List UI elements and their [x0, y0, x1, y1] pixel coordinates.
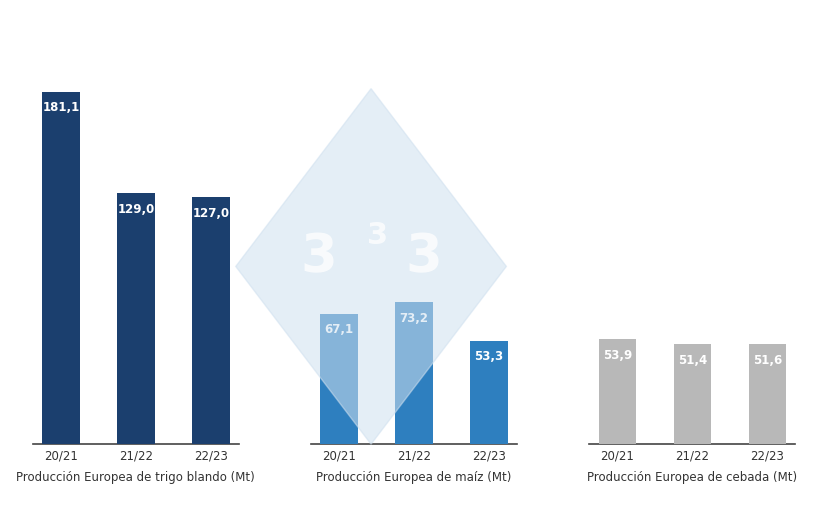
Bar [470, 340, 507, 444]
Text: 67,1: 67,1 [324, 323, 353, 336]
Text: 73,2: 73,2 [399, 312, 428, 325]
Text: 53,9: 53,9 [602, 349, 631, 362]
Text: 127,0: 127,0 [192, 207, 229, 220]
Bar [395, 302, 432, 444]
Bar [672, 344, 710, 444]
Text: 3: 3 [366, 221, 387, 250]
X-axis label: Producción Europea de trigo blando (Mt): Producción Europea de trigo blando (Mt) [16, 471, 255, 484]
Bar [42, 91, 79, 444]
Text: 51,6: 51,6 [752, 354, 781, 367]
Bar [192, 197, 229, 444]
Bar [117, 193, 155, 444]
Text: 181,1: 181,1 [43, 102, 79, 114]
Text: 53,3: 53,3 [474, 350, 503, 363]
Text: 51,4: 51,4 [676, 354, 706, 367]
Text: 3: 3 [405, 232, 441, 283]
Bar [598, 339, 636, 444]
Polygon shape [236, 89, 506, 444]
Bar [320, 314, 357, 444]
Text: 129,0: 129,0 [117, 203, 154, 216]
X-axis label: Producción Europea de cebada (Mt): Producción Europea de cebada (Mt) [586, 471, 796, 484]
Text: 3: 3 [300, 232, 337, 283]
X-axis label: Producción Europea de maíz (Mt): Producción Europea de maíz (Mt) [316, 471, 511, 484]
Bar [748, 344, 785, 444]
